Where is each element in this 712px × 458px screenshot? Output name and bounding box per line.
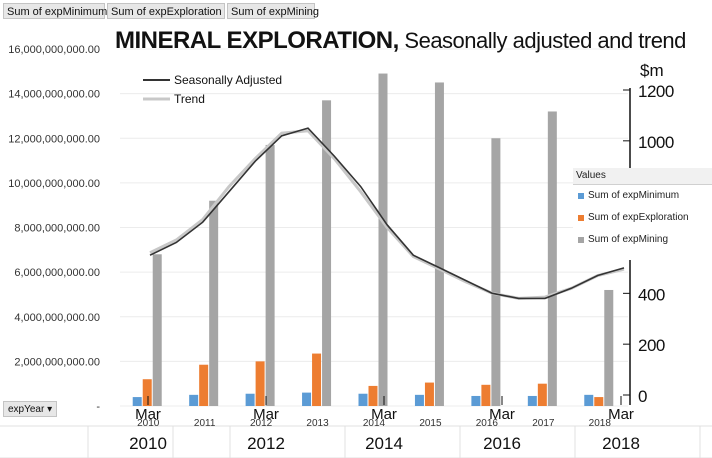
bar-exploration: [255, 361, 265, 406]
bar-minimum: [414, 394, 424, 406]
mar-label: Mar: [608, 406, 634, 423]
legend-label-minimum: Sum of expMinimum: [588, 190, 680, 201]
mar-label: Mar: [135, 406, 161, 423]
trend-line: [149, 129, 625, 300]
y-tick-label: 8,000,000,000.00: [14, 223, 100, 235]
right-axis-label: 1200: [638, 82, 674, 101]
expyear-label: expYear: [8, 404, 45, 415]
bar-mining: [547, 111, 557, 406]
bar-exploration: [424, 382, 434, 406]
bar-mining: [604, 289, 614, 406]
mar-label: Mar: [371, 406, 397, 423]
seasonally-adjusted-line: [149, 127, 625, 300]
bar-mining: [322, 100, 332, 406]
bar-minimum: [302, 392, 312, 406]
bar-exploration: [481, 384, 491, 406]
y-tick-label: 16,000,000,000.00: [8, 44, 100, 56]
bar-mining: [152, 254, 162, 406]
year-label: 2018: [602, 434, 640, 453]
right-axis-label: 0: [638, 387, 647, 406]
x-category-label: 2012: [250, 418, 273, 429]
bar-minimum: [584, 394, 594, 406]
year-label: 2016: [483, 434, 521, 453]
y-tick-label: 6,000,000,000.00: [14, 267, 100, 279]
x-category-label: 2016: [476, 418, 499, 429]
legend-label-exploration: Sum of expExploration: [588, 212, 689, 223]
x-category-label: 2010: [137, 418, 160, 429]
right-axis-label: 200: [638, 336, 665, 355]
x-category-label: 2015: [419, 418, 442, 429]
line-legend-label-trend: Trend: [174, 92, 205, 106]
mar-label: Mar: [253, 406, 279, 423]
legend-swatch-exploration: [578, 215, 584, 221]
bar-exploration: [537, 383, 547, 406]
x-category-label: 2018: [589, 418, 612, 429]
line-legend-label-sa: Seasonally Adjusted: [174, 73, 282, 87]
bar-minimum: [245, 393, 255, 406]
mar-label: Mar: [489, 406, 515, 423]
year-label: 2010: [129, 434, 167, 453]
chart-title-rest: Seasonally adjusted and trend: [399, 28, 686, 53]
bar-minimum: [189, 394, 199, 406]
y-tick-label: 12,000,000,000.00: [8, 133, 100, 145]
bar-exploration: [199, 364, 209, 406]
bar-minimum: [358, 393, 368, 406]
bar-exploration: [312, 353, 322, 406]
right-axis-label: 1000: [638, 133, 674, 152]
bar-mining: [378, 73, 388, 406]
values-legend: Values Sum of expMinimum Sum of expExplo…: [573, 168, 712, 260]
bar-exploration: [594, 397, 604, 406]
y-tick-label: 10,000,000,000.00: [8, 178, 100, 190]
y-tick-label: 14,000,000,000.00: [8, 89, 100, 101]
legend-swatch-minimum: [578, 193, 584, 199]
x-category-label: 2011: [194, 418, 216, 429]
bar-exploration: [368, 385, 378, 406]
bar-mining: [265, 144, 275, 406]
field-button-minimum[interactable]: Sum of expMinimum: [3, 3, 107, 19]
bar-minimum: [132, 397, 142, 406]
chart-title: MINERAL EXPLORATION, Seasonally adjusted…: [115, 27, 686, 54]
y-tick-label: -: [96, 401, 100, 413]
legend-item-minimum[interactable]: Sum of expMinimum: [573, 185, 712, 207]
legend-swatch-mining: [578, 237, 584, 243]
y-tick-label: 4,000,000,000.00: [14, 312, 100, 324]
bar-minimum: [527, 395, 537, 406]
expyear-filter-button[interactable]: expYear ▾: [3, 401, 58, 417]
bar-mining: [434, 82, 444, 406]
bar-mining: [491, 138, 501, 406]
legend-item-exploration[interactable]: Sum of expExploration: [573, 207, 712, 229]
legend-title: Values: [573, 168, 712, 185]
x-category-label: 2014: [363, 418, 386, 429]
field-button-mining[interactable]: Sum of expMining: [227, 3, 319, 19]
x-category-label: 2017: [532, 418, 555, 429]
unit-label: $m: [640, 61, 664, 80]
x-category-label: 2013: [306, 418, 329, 429]
bar-mining: [209, 200, 219, 406]
bar-exploration: [142, 379, 152, 406]
chart-title-bold: MINERAL EXPLORATION,: [115, 27, 399, 54]
bar-minimum: [471, 395, 481, 406]
year-label: 2014: [365, 434, 403, 453]
dropdown-arrow-icon: ▾: [47, 404, 53, 415]
field-button-exploration[interactable]: Sum of expExploration: [107, 3, 225, 19]
year-label: 2012: [247, 434, 285, 453]
legend-label-mining: Sum of expMining: [588, 234, 669, 245]
legend-item-mining[interactable]: Sum of expMining: [573, 229, 712, 251]
y-tick-label: 2,000,000,000.00: [14, 356, 100, 368]
right-axis-label: 400: [638, 285, 665, 304]
